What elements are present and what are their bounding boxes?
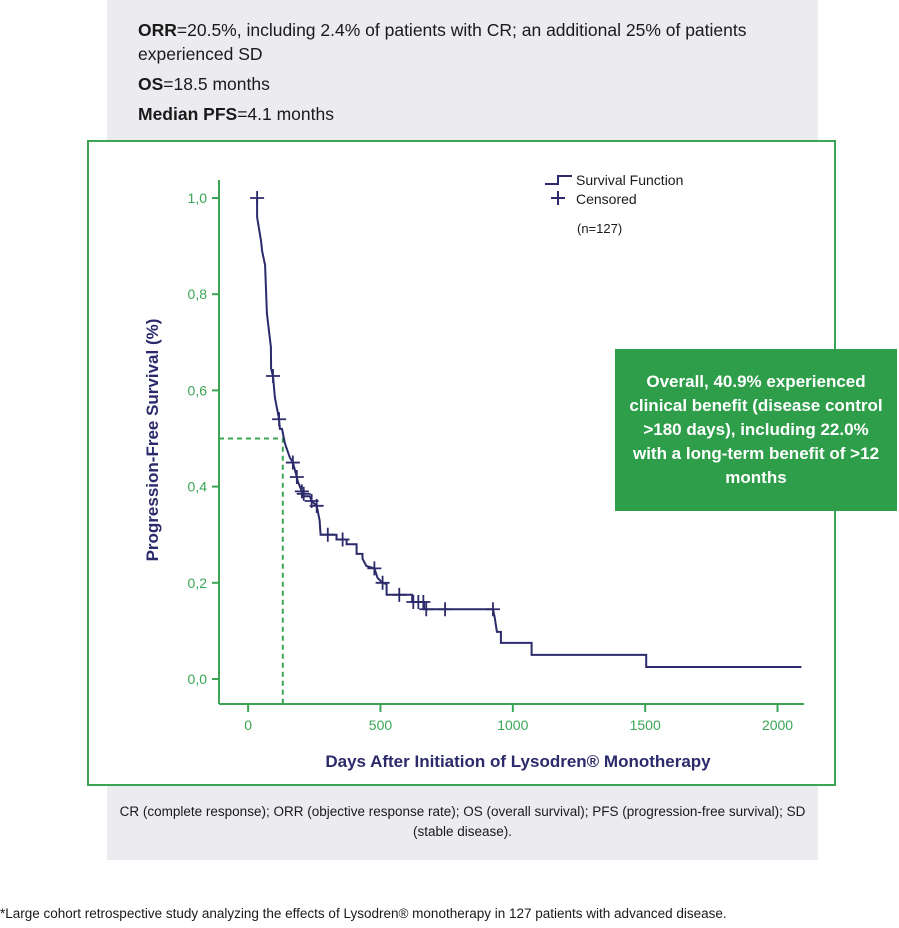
- y-tick-label: 1,0: [188, 190, 208, 206]
- censor-mark: [438, 602, 453, 617]
- orr-label: ORR: [138, 20, 177, 40]
- censor-mark: [296, 486, 311, 501]
- abbreviations: CR (complete response); ORR (objective r…: [119, 804, 806, 839]
- censor-mark: [392, 587, 407, 602]
- y-axis-title: Progression-Free Survival (%): [143, 319, 162, 562]
- censor-mark: [320, 527, 335, 542]
- os-line: OS=18.5 months: [138, 72, 778, 96]
- censor-mark: [335, 532, 350, 547]
- orr-line: ORR=20.5%, including 2.4% of patients wi…: [138, 18, 778, 66]
- censor-mark: [294, 484, 309, 499]
- y-tick-label: 0,0: [188, 671, 208, 687]
- y-tick-label: 0,8: [188, 286, 208, 302]
- x-tick-label: 2000: [762, 717, 793, 733]
- legend: Survival Function Censored (n=127): [545, 172, 683, 236]
- clinical-benefit-callout: Overall, 40.9% experienced clinical bene…: [615, 349, 897, 511]
- censor-mark: [419, 602, 434, 617]
- censor-mark: [367, 561, 382, 576]
- x-tick-label: 1000: [497, 717, 528, 733]
- x-tick-label: 500: [369, 717, 393, 733]
- y-tick-label: 0,4: [188, 479, 208, 495]
- callout-text: Overall, 40.9% experienced clinical bene…: [629, 372, 883, 487]
- y-tick-label: 0,6: [188, 382, 208, 398]
- os-text: =18.5 months: [163, 74, 270, 94]
- x-tick-label: 0: [244, 717, 252, 733]
- pfs-label: Median PFS: [138, 104, 238, 124]
- legend-survival: Survival Function: [576, 172, 683, 188]
- censor-mark: [375, 575, 390, 590]
- legend-censored: Censored: [576, 191, 637, 207]
- censor-mark: [289, 469, 304, 484]
- censor-mark: [309, 498, 324, 513]
- pfs-text: =4.1 months: [237, 104, 334, 124]
- censor-mark: [285, 455, 300, 470]
- orr-text: =20.5%, including 2.4% of patients with …: [138, 20, 747, 64]
- legend-n: (n=127): [577, 221, 622, 236]
- x-axis-title: Days After Initiation of Lysodren® Monot…: [325, 752, 711, 771]
- y-tick-label: 0,2: [188, 575, 208, 591]
- censor-mark: [416, 595, 431, 610]
- censor-mark: [250, 191, 265, 205]
- censor-mark: [266, 368, 280, 383]
- legend-line-icon: [545, 175, 572, 185]
- results-summary: ORR=20.5%, including 2.4% of patients wi…: [138, 18, 778, 132]
- os-label: OS: [138, 74, 164, 94]
- censor-mark: [272, 412, 287, 427]
- legend-censor-icon: [551, 191, 565, 205]
- pfs-line: Median PFS=4.1 months: [138, 102, 778, 126]
- median-dashed-line: [219, 437, 284, 704]
- censor-mark: [485, 602, 500, 617]
- footnote: *Large cohort retrospective study analyz…: [0, 906, 727, 921]
- x-tick-label: 1500: [630, 717, 661, 733]
